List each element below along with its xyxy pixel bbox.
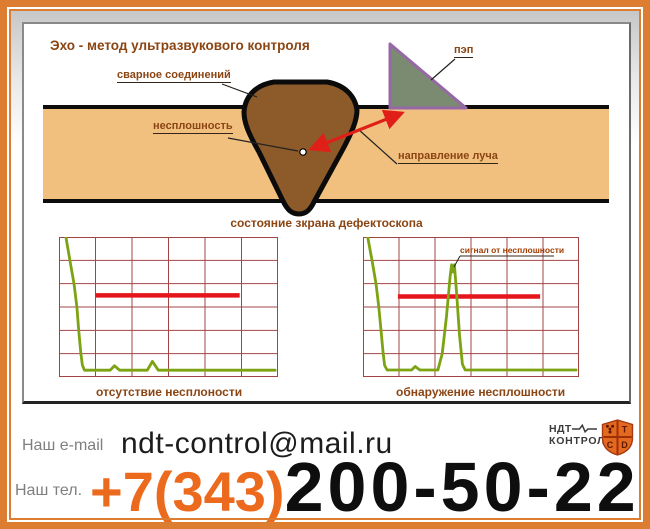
flaw-label: несплошность	[153, 120, 233, 134]
screen-caption: состояние зкрана дефектоскопа	[230, 216, 423, 230]
chart-caption-left: отсутствие несплоности	[96, 385, 243, 399]
scope-chart-flaw-detected: сигнал от несплошности	[363, 237, 579, 377]
phone-label: Наш тел.	[15, 482, 83, 499]
phone-area-code: +7(343)	[90, 460, 285, 523]
email-label: Наш e-mail	[22, 437, 104, 454]
beam-arrow	[308, 109, 405, 153]
phone-row: +7(343) 200-50-22	[90, 452, 640, 522]
diagram-panel: Эхо - метод ультразвукового контроля сва…	[22, 22, 631, 404]
page-title: Эхо - метод ультразвукового контроля	[50, 38, 310, 53]
probe-triangle	[388, 42, 468, 110]
signal-annotation: сигнал от несплошности	[460, 245, 564, 255]
diagram-overlay	[221, 42, 468, 217]
logo-line2: КОНТРОЛЬ	[549, 435, 614, 447]
probe-label: пэп	[454, 44, 474, 58]
radiation-trefoil-icon	[605, 424, 615, 434]
email-address: ndt-control@mail.ru	[121, 427, 393, 460]
logo-line1: НДТ	[549, 423, 572, 435]
shield-letter-bl: С	[607, 440, 614, 450]
chart-caption-right: обнаружение несплошности	[396, 385, 566, 399]
beam-label: направление луча	[398, 150, 498, 164]
probe-leader-line	[430, 58, 456, 81]
beam-leader-line	[357, 128, 398, 165]
shield-letter-br: D	[621, 440, 628, 450]
logo-text: НДТ КОНТРОЛЬ	[549, 423, 614, 447]
ndt-shield-icon: Т С D	[601, 419, 634, 456]
scope-chart-no-flaw	[59, 237, 278, 377]
weld-bead	[241, 79, 360, 217]
flaw-leader-line	[227, 137, 299, 152]
phone-number: 200-50-22	[284, 448, 640, 526]
flaw-dot	[299, 148, 307, 156]
pulse-icon	[571, 424, 597, 434]
weld-label: сварное соединений	[117, 69, 231, 83]
weld-leader-line	[221, 83, 258, 98]
shield-letter-tr: Т	[622, 425, 628, 435]
